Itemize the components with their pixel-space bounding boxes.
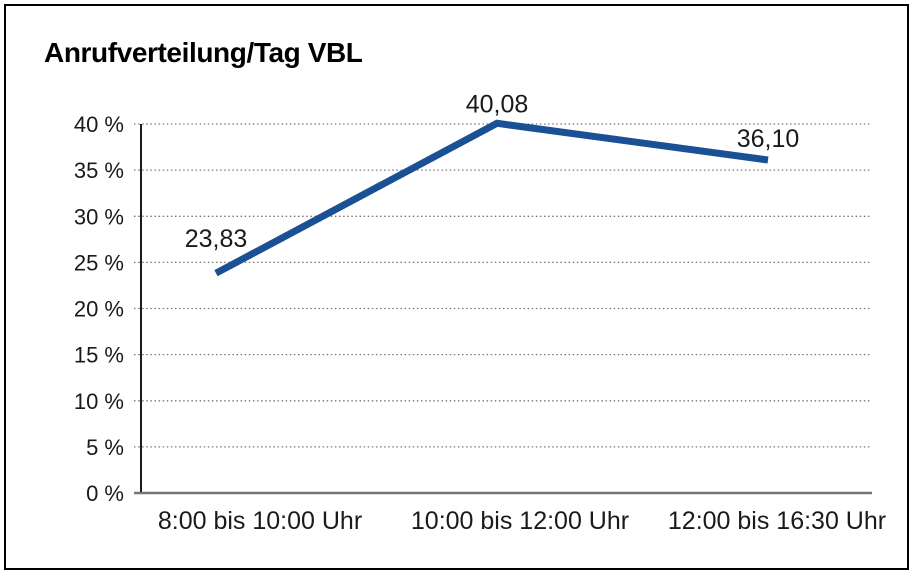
y-axis-tick-label: 40 % (74, 112, 124, 137)
y-axis-tick-label: 20 % (74, 297, 124, 322)
y-axis-tick-label: 0 % (86, 481, 124, 506)
y-axis-tick-label: 5 % (86, 435, 124, 460)
x-axis-category-label: 12:00 bis 16:30 Uhr (668, 507, 886, 535)
chart-title: Anrufverteilung/Tag VBL (44, 37, 363, 68)
x-axis-category-label: 10:00 bis 12:00 Uhr (411, 507, 629, 535)
y-axis-tick-label: 10 % (74, 389, 124, 414)
data-series-line (214, 119, 769, 277)
y-axis-tick-label: 35 % (74, 158, 124, 183)
data-point-label: 23,83 (185, 225, 248, 253)
chart-frame: Anrufverteilung/Tag VBL (4, 4, 909, 570)
x-axis-category-label: 8:00 bis 10:00 Uhr (158, 507, 362, 535)
y-axis-tick-label: 25 % (74, 250, 124, 275)
y-axis-tick-label: 15 % (74, 343, 124, 368)
data-point-label: 40,08 (466, 90, 529, 118)
y-axis-tick-label: 30 % (74, 204, 124, 229)
data-point-label: 36,10 (737, 125, 800, 153)
